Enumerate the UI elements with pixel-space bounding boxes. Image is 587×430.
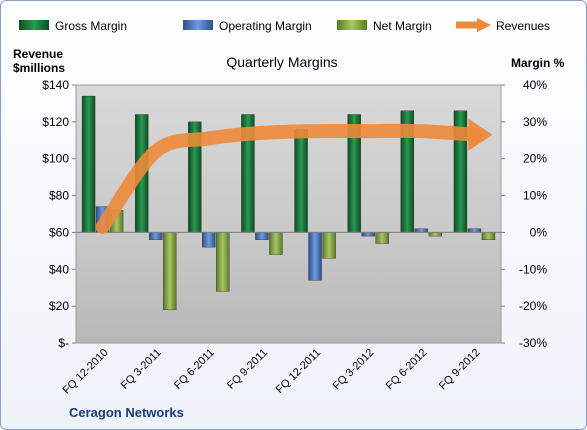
legend-swatch-operating-margin <box>183 20 213 30</box>
revenue-point <box>473 133 476 136</box>
x-tick-label: FQ 12-2011 <box>274 347 323 396</box>
net-margin-bar <box>162 232 177 311</box>
legend-label-operating-margin: Operating Margin <box>219 19 312 33</box>
right-tick-label: 20% <box>523 152 547 166</box>
chart-title: Quarterly Margins <box>226 54 337 70</box>
x-tick-label: FQ 6-2011 <box>172 347 217 392</box>
x-tick-label: FQ 3-2012 <box>331 347 377 393</box>
right-axis-title: Margin % <box>511 56 565 70</box>
left-tick-label: $40 <box>49 262 69 276</box>
right-tick-label: 10% <box>523 189 547 203</box>
right-tick-label: -20% <box>519 299 547 313</box>
legend-swatch-gross-margin <box>19 20 49 30</box>
left-axis-title-line2: $millions <box>13 61 65 75</box>
right-axis-ticks: -30% -20% -10% 0% 10% 20% 30% 40% <box>501 78 547 350</box>
revenue-point <box>260 131 263 134</box>
left-tick-label: $20 <box>49 299 69 313</box>
revenue-arrowhead <box>468 118 493 151</box>
left-axis-ticks: $- $20 $40 $60 $80 $100 $120 $140 <box>42 78 76 350</box>
legend-swatch-net-margin <box>337 20 367 30</box>
gross-margin-bar <box>81 95 96 233</box>
left-axis-title-line1: Revenue <box>13 47 63 61</box>
operating-margin-bar <box>467 228 482 233</box>
x-tick-label: FQ 9-2012 <box>437 347 483 393</box>
left-tick-label: $100 <box>42 152 69 166</box>
gross-margin-bar <box>294 129 308 233</box>
legend-label-net-margin: Net Margin <box>373 19 432 33</box>
operating-margin-bar <box>255 232 269 241</box>
left-tick-label: $80 <box>49 189 69 203</box>
right-tick-label: -30% <box>519 336 547 350</box>
legend-swatch-revenues-arrowhead <box>477 18 491 32</box>
net-margin-bar <box>481 232 496 241</box>
net-margin-bar <box>375 232 389 244</box>
right-tick-label: 30% <box>523 115 547 129</box>
operating-margin-bar <box>202 232 216 248</box>
operating-margin-bar <box>361 232 375 237</box>
x-axis-ticks: FQ 12-2010 FQ 3-2011 FQ 6-2011 FQ 9-2011 FQ … <box>61 347 483 397</box>
left-tick-label: $- <box>58 336 69 350</box>
right-tick-label: 40% <box>523 78 547 92</box>
x-tick-label: FQ 12-2010 <box>61 347 111 397</box>
revenue-point <box>420 130 423 133</box>
operating-margin-bar <box>148 232 163 241</box>
legend-label-gross-margin: Gross Margin <box>55 19 127 33</box>
revenue-point <box>154 150 157 153</box>
revenue-point <box>367 130 370 133</box>
operating-margin-bar <box>308 232 322 281</box>
x-tick-label: FQ 9-2011 <box>225 347 270 392</box>
revenue-point <box>101 225 104 228</box>
right-tick-label: -10% <box>519 262 547 276</box>
legend: Gross Margin Operating Margin Net Margin… <box>19 18 550 33</box>
legend-label-revenues: Revenues <box>496 19 550 33</box>
x-tick-label: FQ 3-2011 <box>119 347 164 392</box>
revenue-point <box>207 137 210 140</box>
revenue-point <box>314 130 317 133</box>
net-margin-bar <box>216 232 230 292</box>
revenue-series <box>95 118 493 234</box>
net-margin-bar <box>269 232 283 255</box>
operating-margin-bar <box>414 228 429 233</box>
net-margin-bar <box>428 232 443 237</box>
left-tick-label: $120 <box>42 115 69 129</box>
left-tick-label: $140 <box>42 78 69 92</box>
right-tick-label: 0% <box>530 225 548 239</box>
left-tick-label: $60 <box>49 225 69 239</box>
company-name: Ceragon Networks <box>69 405 184 420</box>
net-margin-bar <box>322 232 336 259</box>
x-tick-label: FQ 6-2012 <box>384 347 430 393</box>
